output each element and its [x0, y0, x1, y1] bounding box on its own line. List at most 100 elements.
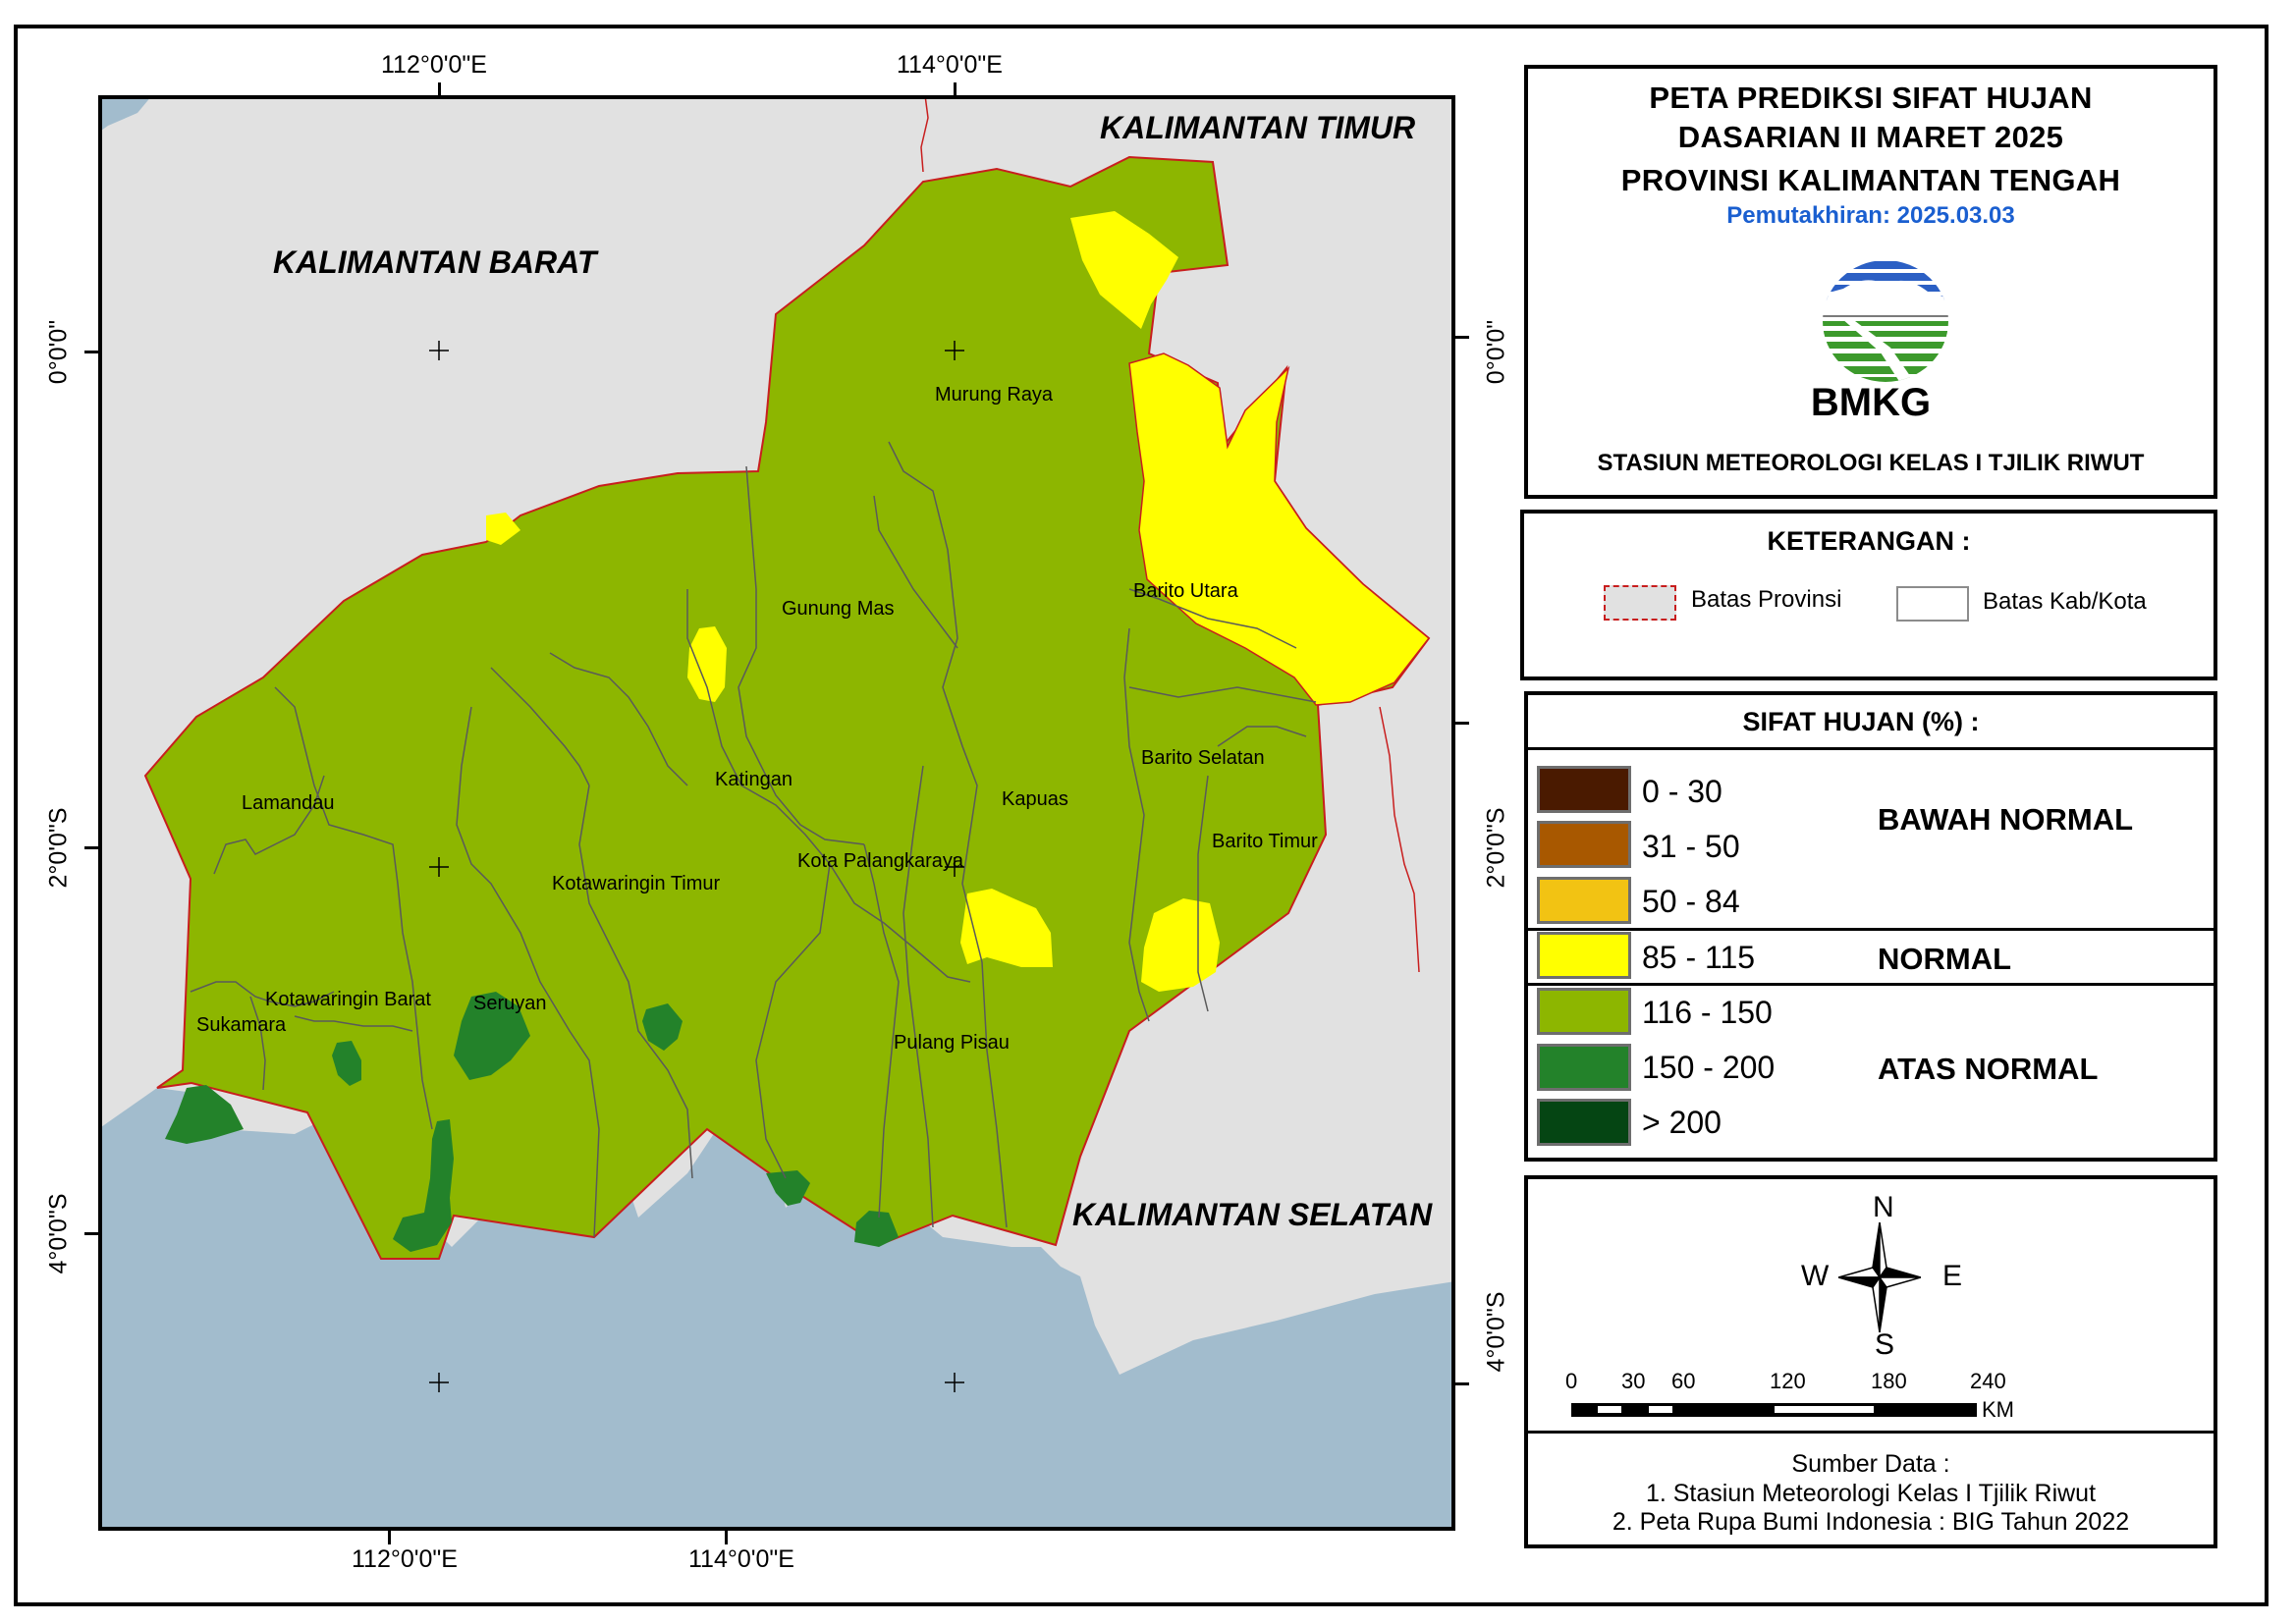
legend-swatch-31-50 — [1537, 821, 1631, 868]
legend-range-31-50: 31 - 50 — [1642, 829, 1740, 864]
graticule-tick — [1455, 336, 1469, 339]
graticule-tick — [84, 1232, 98, 1235]
province-label-kalbar: KALIMANTAN BARAT — [273, 244, 597, 280]
legend-divider — [1528, 983, 2214, 986]
graticule-label-right-2s: 2°0'0"S — [1482, 807, 1510, 889]
legend-swatch-150-200 — [1537, 1044, 1631, 1091]
graticule-label-left-4s: 4°0'0"S — [44, 1193, 73, 1274]
legend-range-116-150: 116 - 150 — [1642, 995, 1773, 1030]
region-label-kotawaringin-timur: Kotawaringin Timur — [552, 873, 721, 894]
district-border-label: Batas Kab/Kota — [1983, 588, 2147, 615]
province-label-kaltim: KALIMANTAN TIMUR — [1100, 110, 1416, 145]
title-panel: PETA PREDIKSI SIFAT HUJAN DASARIAN II MA… — [1524, 65, 2217, 499]
keterangan-panel: KETERANGAN : Batas Provinsi Batas Kab/Ko… — [1520, 510, 2217, 680]
wet-zone-pulang-pisau-coast — [854, 1211, 899, 1247]
compass-s: S — [1875, 1328, 1895, 1361]
region-label-seruyan: Seruyan — [473, 993, 547, 1014]
graticule-tick — [388, 1531, 391, 1544]
province-border-label: Batas Provinsi — [1691, 586, 1842, 613]
sea-nw-corner — [102, 99, 149, 131]
kaltim-border — [920, 99, 929, 173]
wet-zone-seruyan — [454, 992, 530, 1080]
region-label-murung-raya: Murung Raya — [935, 384, 1054, 406]
graticule-label-bottom-114e: 114°0'0"E — [688, 1545, 794, 1573]
scale-tick-0: 0 — [1565, 1369, 1578, 1393]
kalsel-border — [1379, 706, 1420, 973]
legend-swatch-over-200 — [1537, 1099, 1631, 1146]
region-label-kotawaringin-barat: Kotawaringin Barat — [265, 989, 431, 1010]
category-atas-normal: ATAS NORMAL — [1878, 1052, 2099, 1086]
legend-range-over-200: > 200 — [1642, 1105, 1722, 1140]
region-label-barito-timur: Barito Timur — [1212, 831, 1318, 852]
panel-divider — [1528, 1431, 2214, 1434]
region-label-katingan: Katingan — [715, 769, 793, 790]
normal-zone-murung-raya-ne — [1070, 211, 1178, 329]
legend-swatch-50-84 — [1537, 877, 1631, 924]
station-name: STASIUN METEOROLOGI KELAS I TJILIK RIWUT — [1597, 450, 2145, 476]
graticule-tick — [84, 846, 98, 849]
category-bawah-normal: BAWAH NORMAL — [1878, 802, 2134, 837]
graticule-tick — [1455, 1382, 1469, 1385]
graticule-tick — [725, 1531, 728, 1544]
wet-zone-kobar — [332, 1041, 361, 1086]
scale-tick-240: 240 — [1970, 1369, 2006, 1393]
compass-w: W — [1801, 1260, 1830, 1292]
district-borders — [190, 441, 1317, 1238]
legend-swatch-0-30 — [1537, 766, 1631, 813]
update-date: Pemutakhiran: 2025.03.03 — [1726, 202, 2015, 229]
scale-tick-180: 180 — [1871, 1369, 1907, 1393]
java-sea — [102, 1088, 1451, 1527]
graticule-tick — [1455, 722, 1469, 725]
region-label-lamandau: Lamandau — [242, 792, 335, 814]
wet-zone-sukamara-coast — [165, 1085, 244, 1144]
bmkg-logo-text: BMKG — [1810, 381, 1932, 424]
legend-divider — [1528, 928, 2214, 931]
region-label-barito-utara: Barito Utara — [1133, 580, 1238, 602]
source-heading: Sumber Data : — [1791, 1450, 1950, 1478]
source-line-2: 2. Peta Rupa Bumi Indonesia : BIG Tahun … — [1612, 1508, 2130, 1536]
region-label-pulang-pisau: Pulang Pisau — [894, 1032, 1010, 1054]
map-canvas[interactable]: KALIMANTAN BARAT KALIMANTAN TIMUR KALIMA… — [98, 95, 1455, 1531]
scale-bar — [1571, 1403, 1977, 1417]
normal-zone-gunung-mas-west — [687, 626, 727, 702]
graticule-crosses — [429, 341, 964, 1392]
graticule-label-right-0: 0°0'0" — [1482, 319, 1510, 385]
region-label-sukamara: Sukamara — [196, 1014, 287, 1036]
legend-divider — [1528, 747, 2214, 750]
normal-zone-kota-palangkaraya — [960, 889, 1053, 967]
region-label-barito-selatan: Barito Selatan — [1141, 747, 1265, 769]
wet-zone-tanjung-puting — [393, 1119, 454, 1252]
district-border-swatch — [1896, 586, 1969, 622]
scale-tick-120: 120 — [1770, 1369, 1806, 1393]
legend-range-85-115: 85 - 115 — [1642, 940, 1756, 975]
graticule-label-left-2s: 2°0'0"S — [44, 807, 73, 889]
wet-zone-kotim-coast — [766, 1170, 810, 1206]
scale-tick-60: 60 — [1671, 1369, 1696, 1393]
legend-range-0-30: 0 - 30 — [1642, 774, 1722, 809]
legend-swatch-85-115 — [1537, 932, 1631, 979]
outer-frame — [14, 25, 2269, 1606]
graticule-label-top-112e: 112°0'0"E — [381, 51, 487, 79]
graticule-tick — [954, 82, 957, 96]
region-label-kapuas: Kapuas — [1002, 788, 1068, 810]
rainfall-legend-heading: SIFAT HUJAN (%) : — [1742, 707, 1980, 736]
scale-unit: KM — [1982, 1397, 2014, 1422]
map-svg — [102, 99, 1451, 1527]
province-border-swatch — [1604, 585, 1676, 621]
graticule-label-right-4s: 4°0'0"S — [1482, 1291, 1510, 1373]
legend-swatch-116-150 — [1537, 988, 1631, 1035]
north-arrow-icon — [1838, 1222, 1921, 1332]
scale-tick-30: 30 — [1621, 1369, 1646, 1393]
compass-scale-source-panel: N W E S 0 30 60 120 180 240 KM Sumber Da… — [1524, 1175, 2217, 1548]
compass-e: E — [1942, 1260, 1963, 1292]
graticule-label-top-114e: 114°0'0"E — [897, 51, 1003, 79]
source-line-1: 1. Stasiun Meteorologi Kelas I Tjilik Ri… — [1645, 1480, 2097, 1507]
map-title-line1: PETA PREDIKSI SIFAT HUJAN — [1649, 81, 2093, 115]
keterangan-heading: KETERANGAN : — [1767, 526, 1971, 556]
rainfall-legend-panel: SIFAT HUJAN (%) : 0 - 30 31 - 50 50 - 84… — [1524, 691, 2217, 1162]
map-title-line2: DASARIAN II MARET 2025 — [1677, 120, 2064, 154]
region-label-kota-palangkaraya: Kota Palangkaraya — [797, 850, 964, 872]
normal-zone-north-small — [486, 513, 520, 545]
legend-range-50-84: 50 - 84 — [1642, 884, 1740, 919]
graticule-label-left-0: 0°0'0" — [44, 319, 73, 385]
